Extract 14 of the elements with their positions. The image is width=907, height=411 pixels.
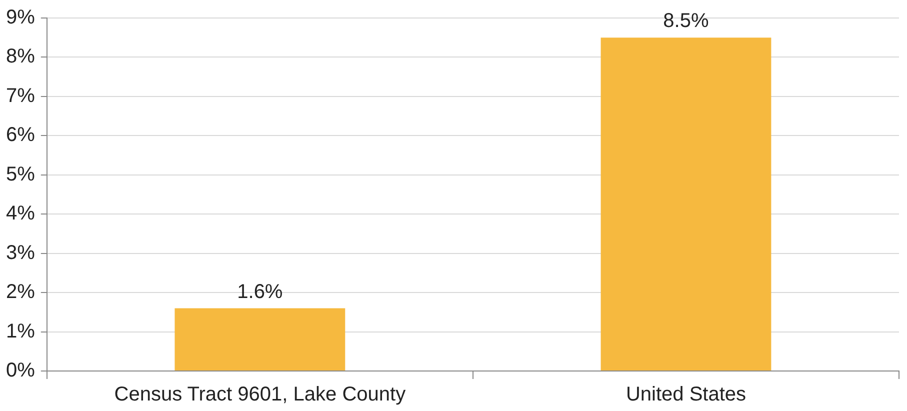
y-tick-label: 1% <box>6 320 36 342</box>
data-label: 1.6% <box>237 280 283 303</box>
y-tick-label: 7% <box>6 84 36 107</box>
y-tick-label: 5% <box>6 163 36 186</box>
y-tick-label: 6% <box>6 124 36 146</box>
y-tick-label: 3% <box>6 242 36 264</box>
x-tick-label: United States <box>626 384 746 406</box>
y-tick-label: 9% <box>6 6 36 29</box>
data-label: 8.5% <box>663 10 709 32</box>
y-tick-label: 4% <box>6 202 36 225</box>
y-tick-label: 2% <box>6 281 36 304</box>
x-tick-label: Census Tract 9601, Lake County <box>114 384 406 406</box>
y-tick-label: 8% <box>6 46 36 68</box>
y-tick-label: 0% <box>6 360 36 382</box>
